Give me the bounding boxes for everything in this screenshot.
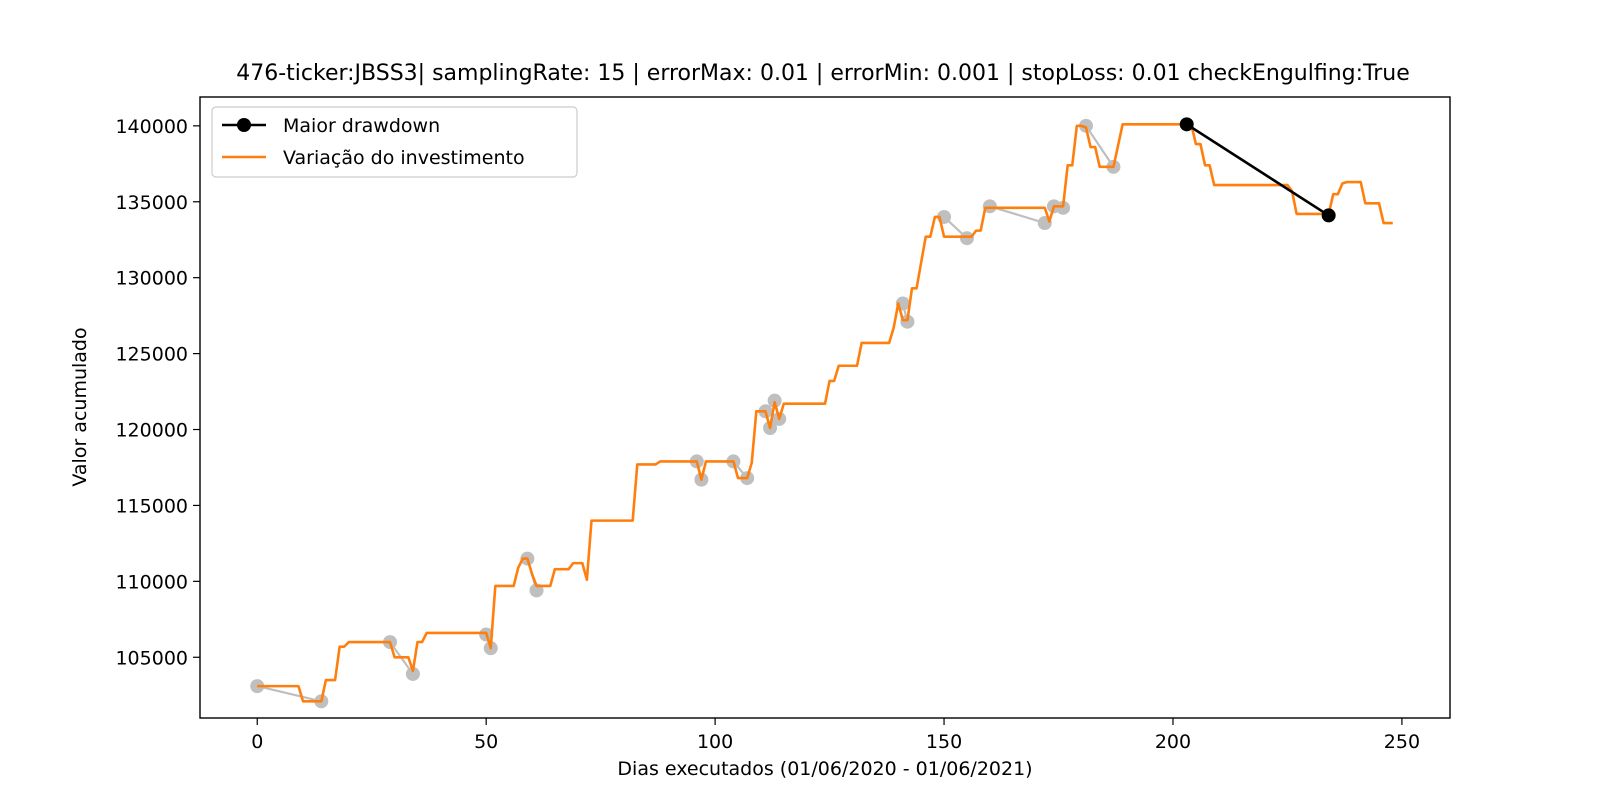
highlight-segment bbox=[256, 685, 322, 703]
highlight-point bbox=[1078, 118, 1093, 133]
axis-ticks: 0 50 100 150 200 250 105000 110000 115000 120000 1… bbox=[115, 116, 1420, 753]
legend-drawdown-marker bbox=[237, 118, 251, 132]
y-tick-label: 140000 bbox=[115, 116, 188, 138]
series-line-investment bbox=[257, 123, 1393, 703]
y-tick-label: 115000 bbox=[115, 495, 188, 517]
plot-area bbox=[250, 117, 1393, 709]
legend-box bbox=[211, 106, 578, 178]
highlight-point bbox=[767, 393, 782, 408]
y-tick-label: 125000 bbox=[115, 344, 188, 366]
y-tick-label: 135000 bbox=[115, 192, 188, 214]
highlight-point bbox=[405, 666, 420, 681]
x-tick-label: 50 bbox=[474, 731, 498, 753]
y-tick-label: 120000 bbox=[115, 420, 188, 442]
chart-title: 476-ticker:JBSS3| samplingRate: 15 | err… bbox=[236, 61, 1410, 86]
x-tick-label: 0 bbox=[251, 731, 263, 753]
x-tick-label: 100 bbox=[697, 731, 733, 753]
x-axis-label: Dias executados (01/06/2020 - 01/06/2021… bbox=[617, 758, 1032, 780]
highlight-segment bbox=[1085, 125, 1115, 168]
legend-label-drawdown: Maior drawdown bbox=[283, 115, 440, 137]
series-line-drawdown bbox=[1186, 123, 1330, 217]
highlight-point bbox=[1056, 200, 1071, 215]
highlight-point bbox=[982, 199, 997, 214]
y-tick-label: 130000 bbox=[115, 268, 188, 290]
x-tick-label: 150 bbox=[926, 731, 962, 753]
drawdown-point bbox=[1179, 117, 1194, 132]
x-tick-label: 200 bbox=[1155, 731, 1191, 753]
y-tick-label: 110000 bbox=[115, 571, 188, 593]
legend-label-investment: Variação do investimento bbox=[283, 147, 525, 169]
y-tick-label: 105000 bbox=[115, 647, 188, 669]
drawdown-point bbox=[1321, 208, 1336, 223]
legend: Maior drawdown Variação do investimento bbox=[211, 106, 578, 178]
highlight-point bbox=[900, 314, 915, 329]
plot-frame bbox=[199, 96, 1451, 719]
y-axis-label: Valor acumulado bbox=[69, 327, 91, 486]
x-tick-label: 250 bbox=[1384, 731, 1420, 753]
highlight-point bbox=[959, 231, 974, 246]
